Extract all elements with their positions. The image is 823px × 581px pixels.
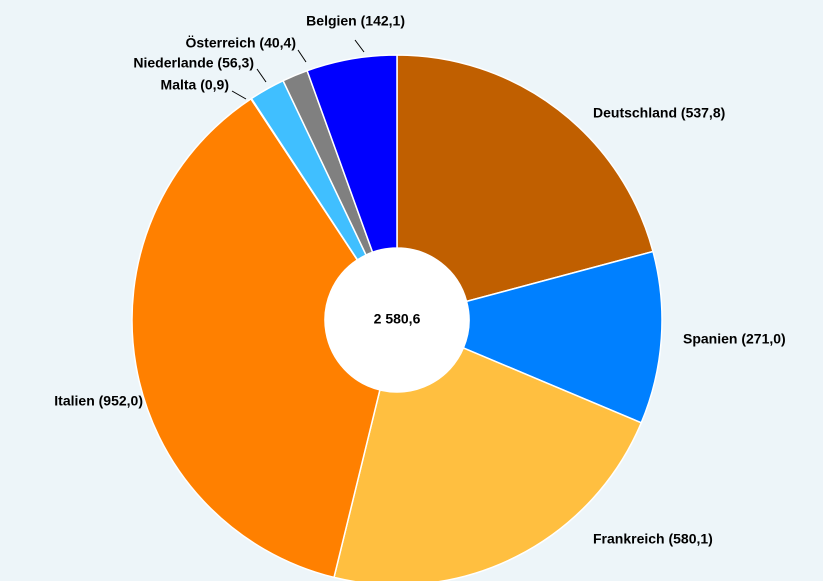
slice-label: Spanien (271,0)	[683, 331, 786, 347]
donut-hole	[325, 248, 469, 392]
slice-label: Deutschland (537,8)	[593, 105, 725, 121]
slice-label: Niederlande (56,3)	[133, 55, 254, 71]
slices	[131, 54, 663, 581]
center-label: 2 580,6	[374, 311, 421, 327]
slice-label: Malta (0,9)	[161, 77, 229, 93]
slice-label: Österreich (40,4)	[186, 35, 297, 51]
slice-label: Italien (952,0)	[54, 393, 143, 409]
leader-line	[256, 68, 267, 83]
leader-line	[354, 39, 365, 53]
slice-label: Belgien (142,1)	[306, 13, 405, 29]
slice-label: Frankreich (580,1)	[593, 531, 713, 547]
leader-line	[297, 49, 307, 63]
leader-line	[231, 90, 247, 100]
